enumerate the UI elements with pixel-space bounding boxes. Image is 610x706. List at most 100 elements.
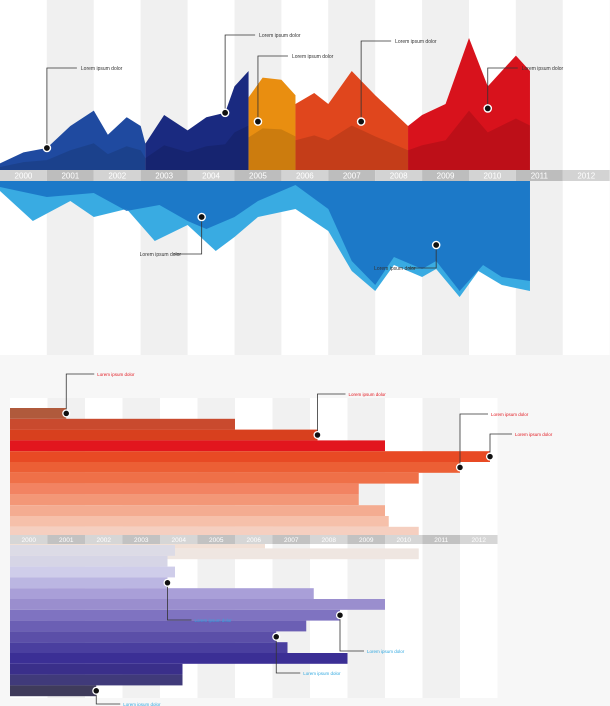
bottom-timeline-strip: 2000 2001 2002 2003 2004 2005 2006 2007 2008 2009… bbox=[10, 535, 498, 544]
year-label: 2008 bbox=[390, 172, 408, 181]
bottom-stripe bbox=[422, 398, 460, 698]
lower-bar bbox=[10, 609, 340, 621]
year-label: 2010 bbox=[397, 537, 412, 544]
area-chart-callouts: Lorem ipsum dolor Lorem ipsum dolor Lorem … bbox=[42, 33, 564, 272]
upper-bar bbox=[10, 429, 318, 441]
year-cell bbox=[460, 535, 498, 544]
upper-area-2 bbox=[145, 71, 249, 170]
year-label: 2003 bbox=[155, 172, 173, 181]
year-label: 2000 bbox=[22, 537, 37, 544]
year-label: 2002 bbox=[97, 537, 112, 544]
year-label: 2002 bbox=[108, 172, 126, 181]
callout-label: Lorem ipsum dolor bbox=[515, 432, 553, 437]
lower-bar bbox=[10, 674, 183, 686]
year-cell bbox=[281, 170, 329, 181]
year-cell bbox=[272, 535, 310, 544]
upper-area-shade-5 bbox=[408, 110, 530, 170]
callout-dot bbox=[356, 117, 366, 126]
upper-bar bbox=[10, 418, 235, 430]
callout-label: Lorem ipsum dolor bbox=[97, 372, 135, 377]
callout-dot bbox=[92, 686, 101, 695]
year-cell bbox=[385, 535, 423, 544]
callout-leader bbox=[95, 690, 121, 705]
lower-bar bbox=[10, 685, 97, 697]
year-label: 2003 bbox=[134, 537, 149, 544]
callout-dot bbox=[163, 578, 172, 587]
year-cell bbox=[310, 535, 348, 544]
bottom-stripe bbox=[385, 398, 423, 698]
area-chart bbox=[0, 38, 530, 297]
upper-bar bbox=[10, 462, 460, 473]
callout-leader bbox=[459, 413, 488, 468]
year-label: 2001 bbox=[61, 172, 79, 181]
upper-area-shade-2 bbox=[145, 125, 249, 170]
year-cell bbox=[85, 535, 123, 544]
lower-bar bbox=[10, 663, 183, 675]
callout-leader bbox=[275, 636, 301, 674]
year-label: 2009 bbox=[359, 537, 374, 544]
callout-leader bbox=[224, 34, 256, 113]
callout-leader bbox=[360, 40, 392, 122]
year-cell bbox=[47, 535, 85, 544]
year-cell bbox=[160, 535, 198, 544]
upper-bar bbox=[10, 548, 419, 560]
year-cell bbox=[235, 535, 273, 544]
callout-label: Lorem ipsum dolor bbox=[292, 54, 334, 60]
year-cell bbox=[0, 170, 47, 181]
callout-dot bbox=[62, 409, 71, 418]
callout-dot bbox=[197, 212, 206, 222]
upper-bar bbox=[10, 440, 385, 452]
year-cell bbox=[140, 170, 188, 181]
year-cell bbox=[469, 170, 516, 181]
callout-label: Lorem ipsum dolor bbox=[349, 392, 387, 397]
year-cell bbox=[422, 170, 469, 181]
year-label: 2005 bbox=[249, 172, 267, 181]
callout-dot bbox=[431, 240, 441, 250]
callout-dot bbox=[253, 117, 263, 126]
year-cell bbox=[328, 170, 376, 181]
upper-bar bbox=[10, 526, 419, 538]
callout-label: Lorem ipsum dolor bbox=[140, 252, 182, 258]
year-cell bbox=[375, 170, 423, 181]
lower-bar bbox=[10, 545, 175, 556]
upper-area-3 bbox=[248, 77, 296, 170]
year-label: 2011 bbox=[531, 172, 549, 181]
bar-chart bbox=[10, 408, 490, 697]
callout-dot bbox=[272, 632, 281, 641]
upper-area-shade-3 bbox=[248, 128, 296, 170]
year-label: 2006 bbox=[296, 172, 314, 181]
callout-label: Lorem ipsum dolor bbox=[367, 649, 405, 654]
callout-leader bbox=[167, 582, 192, 621]
year-cell bbox=[197, 535, 235, 544]
callout-label: Lorem ipsum dolor bbox=[491, 412, 529, 417]
lower-bar bbox=[10, 566, 175, 578]
callout-label: Lorem ipsum dolor bbox=[303, 671, 341, 676]
callout-label: Lorem ipsum dolor bbox=[374, 266, 416, 272]
year-label: 2006 bbox=[247, 537, 262, 544]
callout-leader bbox=[257, 55, 288, 122]
year-cell bbox=[347, 535, 385, 544]
lower-bar bbox=[10, 577, 168, 589]
callout-dot bbox=[42, 143, 52, 153]
upper-bar bbox=[10, 516, 389, 527]
year-label: 2001 bbox=[59, 537, 74, 544]
upper-bar bbox=[10, 408, 67, 419]
callout-label: Lorem ipsum dolor bbox=[123, 702, 161, 706]
upper-area-5 bbox=[408, 38, 530, 170]
lower-bar bbox=[10, 588, 314, 599]
year-label: 2011 bbox=[434, 537, 448, 544]
callout-label: Lorem ipsum dolor bbox=[395, 39, 437, 45]
upper-bar bbox=[10, 451, 490, 462]
year-label: 2007 bbox=[284, 537, 299, 544]
callout-leader bbox=[489, 433, 512, 457]
callout-label: Lorem ipsum dolor bbox=[259, 33, 301, 39]
callout-label: Lorem ipsum dolor bbox=[522, 66, 564, 72]
year-label: 2008 bbox=[322, 537, 337, 544]
year-label: 2010 bbox=[484, 172, 502, 181]
bar-chart-callouts: Lorem ipsum dolor Lorem ipsum dolor Lorem … bbox=[62, 372, 553, 706]
year-cell bbox=[422, 535, 460, 544]
year-label: 2012 bbox=[472, 537, 487, 544]
lower-bar bbox=[10, 631, 277, 643]
callout-dot bbox=[485, 452, 495, 461]
